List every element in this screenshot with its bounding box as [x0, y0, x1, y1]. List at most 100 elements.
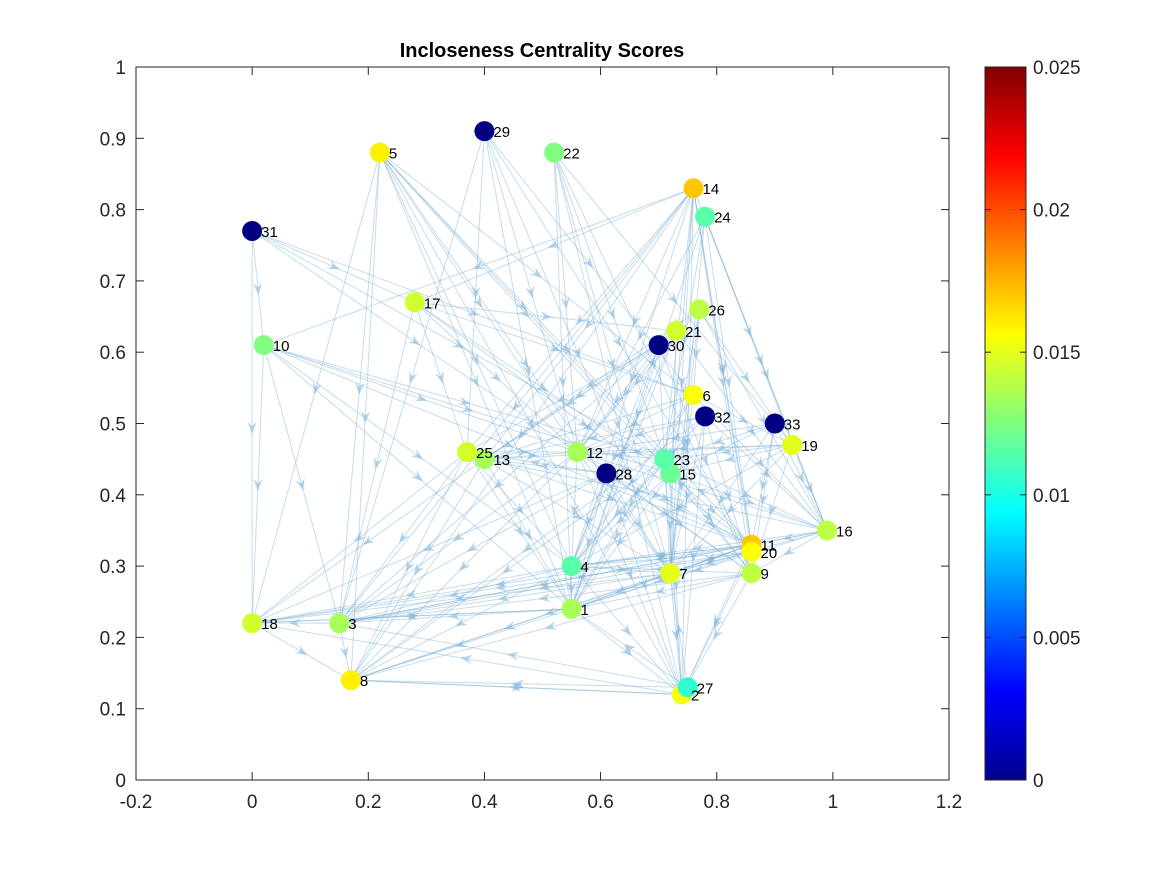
- edge-arrowhead: [522, 541, 535, 553]
- x-tick-label: -0.2: [120, 792, 153, 813]
- edge-arrowhead: [736, 413, 750, 424]
- edge-arrowhead: [692, 346, 702, 360]
- graph-node: [340, 670, 361, 691]
- graph-node: [242, 220, 263, 241]
- y-tick-label: 0.8: [100, 201, 126, 222]
- edge-arrowhead: [494, 582, 508, 592]
- graph-node: [253, 335, 274, 356]
- node-label: 13: [493, 452, 510, 469]
- node-label: 11: [761, 538, 777, 555]
- edge-arrowhead: [538, 582, 552, 592]
- node-label: 27: [697, 680, 714, 697]
- colorbar: [984, 66, 1027, 781]
- x-axis: -0.2 0 0.2 0.4 0.6 0.8 1 1.2: [120, 67, 962, 813]
- edge-arrowhead: [559, 341, 571, 354]
- edge-arrowhead: [506, 651, 520, 661]
- graph-node: [689, 299, 710, 320]
- edge-arrowhead: [576, 416, 589, 428]
- edge-arrowhead: [742, 495, 756, 505]
- colorbar-tick-label: 0.025: [1033, 58, 1081, 79]
- graph-node: [817, 520, 838, 541]
- edge-arrowhead: [631, 447, 644, 457]
- edge-arrowhead: [613, 505, 625, 518]
- edge-arrowhead: [497, 592, 511, 602]
- edge-arrowhead: [518, 356, 530, 369]
- edge-arrowhead: [355, 382, 365, 395]
- edge-arrowhead: [574, 388, 587, 399]
- edge-arrowhead: [629, 371, 639, 384]
- colorbar-tick-label: 0: [1033, 771, 1044, 792]
- edge-arrowhead: [689, 550, 699, 563]
- edge-arrowhead: [460, 403, 474, 413]
- edge-arrowhead: [489, 370, 502, 382]
- edge-arrowhead: [501, 563, 515, 574]
- edge-arrowhead: [637, 327, 648, 341]
- node-label: 14: [702, 181, 719, 198]
- edge-arrowhead: [582, 421, 596, 430]
- edge-arrowhead: [503, 620, 517, 630]
- edge-arrowhead: [312, 381, 322, 395]
- edge-arrowhead: [803, 481, 813, 495]
- edge-arrowhead: [472, 260, 485, 270]
- colorbar-tick-label: 0.005: [1033, 628, 1081, 649]
- node-label: 20: [761, 545, 778, 562]
- edge-arrowhead: [410, 470, 423, 482]
- edge-arrowhead: [794, 470, 804, 484]
- node-label: 25: [476, 445, 493, 462]
- graph-node: [369, 142, 390, 163]
- edge-arrowhead: [606, 356, 616, 370]
- node-label: 29: [493, 124, 510, 141]
- edge-arrowhead: [739, 370, 750, 383]
- y-tick-label: 0.9: [100, 129, 126, 150]
- edge-arrowhead: [529, 267, 543, 279]
- graph-node: [660, 563, 681, 584]
- edge-arrowhead: [422, 542, 436, 552]
- edge-arrowhead: [472, 295, 483, 309]
- edge-arrowhead: [459, 559, 471, 572]
- node-label: 33: [784, 417, 801, 434]
- edge-arrowhead: [501, 438, 515, 448]
- edge-arrowhead: [361, 411, 371, 424]
- node-label: 7: [679, 566, 687, 583]
- edge-arrowhead: [518, 306, 530, 319]
- edge-arrowhead: [547, 342, 561, 352]
- graph-node: [329, 613, 350, 634]
- edge-arrowhead: [585, 535, 595, 548]
- edge-arrowhead: [614, 527, 625, 540]
- graph-node: [596, 463, 617, 484]
- edge-arrowhead: [759, 478, 769, 491]
- edge-arrowhead: [571, 345, 581, 359]
- edge-arrowhead: [522, 364, 532, 377]
- edge-arrowhead: [525, 451, 538, 461]
- graph-nodes: [242, 121, 838, 705]
- edge-arrowhead: [631, 516, 643, 530]
- edge-arrowhead: [525, 285, 534, 299]
- edge-arrowhead: [699, 452, 708, 466]
- edge-arrowhead: [724, 453, 738, 463]
- edge-arrowhead: [753, 455, 766, 468]
- edge-arrowhead: [511, 682, 524, 692]
- graph-node: [741, 541, 762, 562]
- edge-arrowhead: [295, 478, 305, 491]
- edge-arrowhead: [632, 313, 642, 327]
- edge-arrowhead: [405, 559, 416, 573]
- edge-arrowhead: [717, 364, 727, 377]
- edge-arrowhead: [560, 296, 570, 310]
- colorbar-tick-label: 0.02: [1033, 201, 1070, 222]
- edge-arrowhead: [373, 456, 383, 470]
- node-label: 15: [679, 466, 696, 483]
- graph-node: [741, 563, 762, 584]
- edge-arrowhead: [466, 307, 480, 316]
- edge-arrowhead: [538, 578, 552, 588]
- y-tick-label: 0.1: [100, 700, 126, 721]
- edge-arrowhead: [683, 436, 693, 449]
- edge-arrowhead: [704, 556, 717, 566]
- y-tick-label: 0.5: [100, 415, 126, 436]
- edge-arrowhead: [677, 443, 690, 453]
- node-label: 5: [389, 146, 397, 163]
- edge-arrowhead: [576, 571, 589, 581]
- y-axis: 0 0.1 0.2 0.3 0.4 0.5 0.6 0.7 0.8 0.9 1: [100, 58, 949, 792]
- edge-arrowhead: [722, 488, 732, 502]
- edge-arrowhead: [704, 516, 716, 529]
